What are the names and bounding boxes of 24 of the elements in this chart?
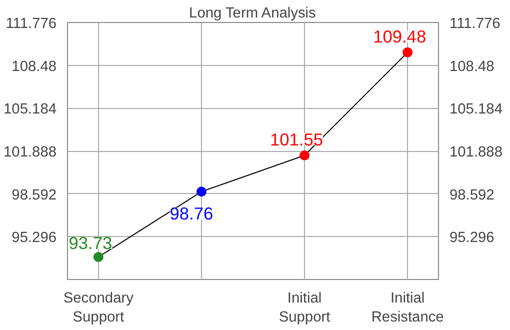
y-tick-label: 108.48: [12, 58, 56, 75]
point: [402, 47, 413, 58]
x-tick-label: Secondary Support: [63, 290, 134, 326]
x-tick-label: Initial Support: [278, 290, 330, 326]
data-label: 93.73: [68, 233, 112, 254]
chart-title: Long Term Analysis: [189, 6, 316, 22]
y-tick-label: 105.184: [4, 102, 57, 118]
data-label: 101.55: [270, 129, 324, 150]
point: [196, 186, 206, 197]
data-label: 109.48: [373, 26, 426, 46]
data-label: 98.76: [170, 204, 214, 224]
y2-tick-label: 101.888: [450, 144, 502, 160]
point: [300, 150, 310, 160]
y-tick-label: 101.888: [4, 144, 57, 160]
y2-tick-label: 95.296: [450, 230, 494, 246]
x-tick-label: Initial Resistance: [371, 290, 444, 326]
y2-tick-label: 111.776: [450, 16, 500, 32]
y-tick-label: 95.296: [12, 230, 56, 246]
y-tick-label: 98.592: [12, 187, 56, 204]
y2-tick-label: 105.184: [450, 102, 502, 118]
point: [93, 252, 104, 262]
y-tick-label: 111.776: [6, 16, 57, 32]
y2-tick-label: 108.48: [450, 58, 494, 75]
y2-tick-label: 98.592: [450, 187, 494, 204]
